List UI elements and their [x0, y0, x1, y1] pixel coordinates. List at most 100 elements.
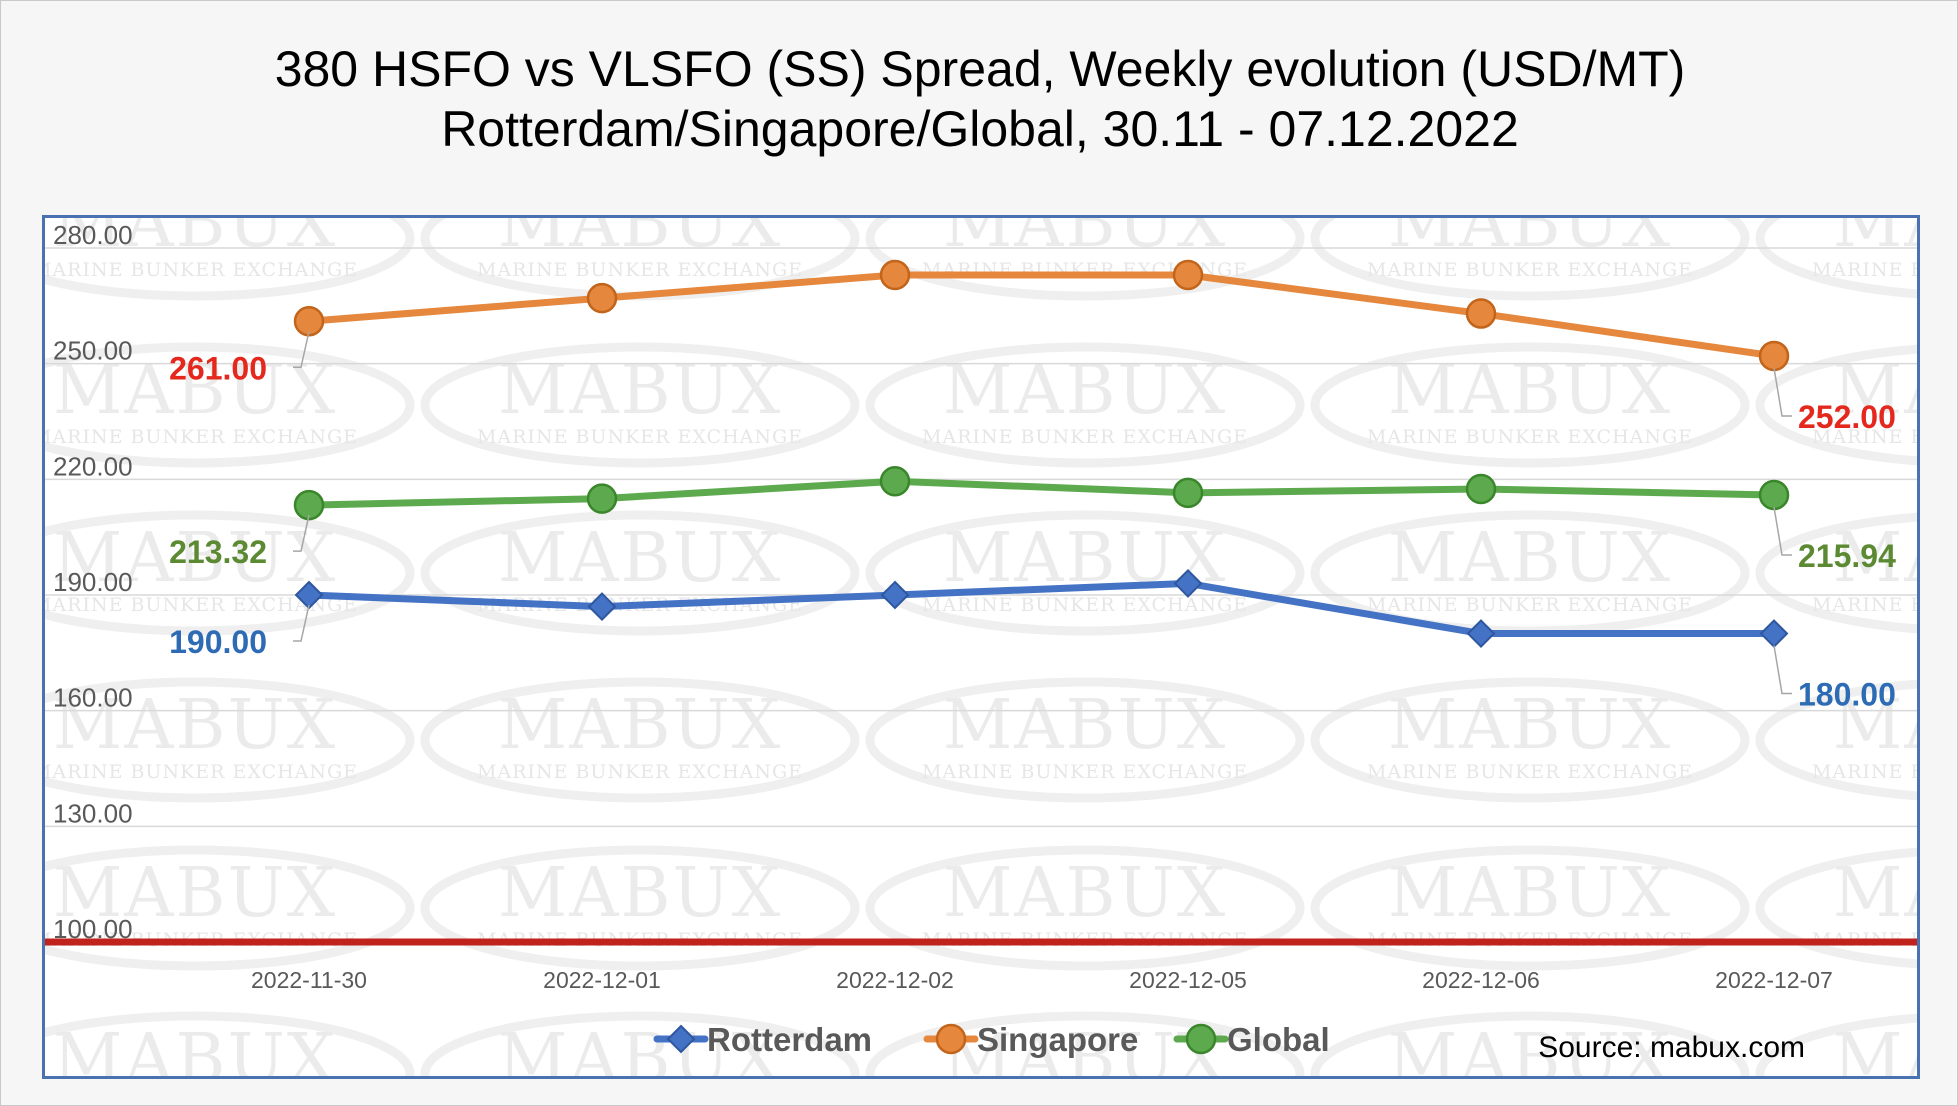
watermark-brand: MABUX [1388, 686, 1672, 765]
data-label-global: 215.94 [1798, 538, 1896, 574]
watermark-subtitle: MARINE BUNKER EXCHANGE [1367, 259, 1693, 281]
data-label-leader [293, 604, 310, 642]
watermark-brand: MABUX [1833, 854, 1917, 933]
watermark-subtitle: MARINE BUNKER EXCHANGE [477, 259, 803, 281]
y-tick-label: 220.00 [53, 451, 133, 481]
watermark-swoosh [865, 342, 1305, 468]
legend-marker-rotterdam [666, 1024, 696, 1054]
watermark-subtitle: MARINE BUNKER EXCHANGE [1367, 594, 1693, 616]
series-global: 213.32 215.94 [169, 466, 1896, 574]
watermark-brand: MABUX [943, 218, 1227, 263]
data-label-rotterdam: 190.00 [169, 624, 267, 660]
watermark-brand: MABUX [943, 351, 1227, 430]
data-point-rotterdam [1466, 619, 1496, 648]
watermark-swoosh [865, 1011, 1305, 1076]
watermark-swoosh [1755, 1013, 1917, 1076]
data-label-singapore: 252.00 [1798, 399, 1896, 435]
x-tick-label: 2022-12-01 [543, 967, 661, 993]
watermark-brand: MABUX [1833, 686, 1917, 765]
watermark-swoosh [420, 845, 860, 971]
data-point-global [1758, 479, 1790, 511]
watermark-brand: MABUX [1388, 351, 1672, 430]
watermark-brand: MABUX [943, 1020, 1227, 1076]
watermark-brand: MABUX [498, 1020, 782, 1076]
x-tick-label: 2022-12-06 [1422, 967, 1540, 993]
x-tick-label: 2022-12-02 [836, 967, 954, 993]
watermark-swoosh [45, 218, 415, 301]
watermark-swoosh [1755, 218, 1917, 299]
watermark-swoosh [1310, 342, 1750, 468]
watermark-subtitle: MARINE BUNKER EXCHANGE [45, 761, 358, 783]
source-label: Source: mabux.com [1538, 1031, 1805, 1064]
watermark-swoosh [1755, 344, 1917, 466]
watermark-swoosh [1755, 679, 1917, 801]
data-point-rotterdam [1759, 619, 1789, 648]
watermark-swoosh [865, 218, 1305, 301]
watermark-brand: MABUX [498, 218, 782, 263]
watermark-brand: MABUX [1833, 1020, 1917, 1076]
watermark-brand: MABUX [498, 854, 782, 933]
watermark-swoosh [45, 342, 415, 468]
data-point-singapore [1758, 340, 1790, 372]
chart-frame: MABUX MARINE BUNKER EXCHANGE MABUX MARINE B… [42, 215, 1920, 1079]
watermark-subtitle: MARINE BUNKER EXCHANGE [1812, 594, 1917, 616]
data-label-leader [293, 514, 310, 552]
watermark-brand: MABUX [943, 686, 1227, 765]
chart-title: 380 HSFO vs VLSFO (SS) Spread, Weekly ev… [1, 39, 1958, 159]
x-tick-label: 2022-11-30 [251, 967, 367, 993]
chart-title-line2: Rotterdam/Singapore/Global, 30.11 - 07.1… [441, 101, 1519, 157]
watermark-brand: MABUX [1388, 218, 1672, 263]
watermark-swoosh [45, 845, 415, 971]
watermark-brand: MABUX [53, 519, 337, 598]
watermark-brand: MABUX [1388, 519, 1672, 598]
watermark-brand: MABUX [943, 854, 1227, 933]
watermark-subtitle: MARINE BUNKER EXCHANGE [1367, 426, 1693, 448]
y-tick-label: 130.00 [53, 798, 133, 828]
watermark-brand: MABUX [1388, 1020, 1672, 1076]
watermark-subtitle: MARINE BUNKER EXCHANGE [922, 594, 1248, 616]
watermark-swoosh [420, 342, 860, 468]
series-singapore: 261.00 252.00 [169, 259, 1896, 435]
data-point-singapore [1465, 298, 1497, 329]
data-label-leader [293, 331, 310, 369]
x-tick-label: 2022-12-07 [1715, 967, 1833, 993]
data-point-global [1172, 477, 1204, 509]
data-point-singapore [586, 282, 618, 314]
series-line-singapore [305, 271, 1778, 360]
chart-legend: Rotterdam Singapore Global [653, 1021, 1330, 1058]
watermark-subtitle: MARINE BUNKER EXCHANGE [477, 761, 803, 783]
watermark-subtitle: MARINE BUNKER EXCHANGE [1812, 426, 1917, 448]
legend-label-global: Global [1227, 1021, 1330, 1058]
watermark-subtitle: MARINE BUNKER EXCHANGE [45, 426, 358, 448]
watermark-subtitle: MARINE BUNKER EXCHANGE [477, 426, 803, 448]
x-axis-labels: 2022-11-30 2022-12-01 2022-12-02 2022-12-05… [251, 967, 1833, 993]
y-tick-label: 280.00 [53, 220, 133, 250]
watermark-brand: MABUX [53, 1020, 337, 1076]
watermark-subtitle: MARINE BUNKER EXCHANGE [1812, 761, 1917, 783]
data-label-global: 213.32 [169, 534, 267, 570]
watermark-brand: MABUX [53, 686, 337, 765]
data-point-global [586, 483, 618, 514]
y-tick-label: 160.00 [53, 683, 133, 713]
chart-title-line1: 380 HSFO vs VLSFO (SS) Spread, Weekly ev… [274, 41, 1686, 97]
watermark-subtitle: MARINE BUNKER EXCHANGE [922, 761, 1248, 783]
data-point-singapore [1172, 259, 1204, 291]
watermark-swoosh [420, 1011, 860, 1076]
watermark-swoosh [45, 1011, 415, 1076]
watermark-swoosh [865, 510, 1305, 636]
watermark-swoosh [865, 677, 1305, 803]
watermark-swoosh [1755, 847, 1917, 969]
series-line-global [305, 477, 1778, 509]
watermark-brand: MABUX [53, 218, 337, 263]
watermark-swoosh [420, 510, 860, 636]
watermark-brand: MABUX [1833, 218, 1917, 263]
watermark-brand: MABUX [498, 519, 782, 598]
watermark-brand: MABUX [1833, 519, 1917, 598]
data-point-global [879, 466, 911, 497]
legend-marker-singapore [935, 1023, 967, 1055]
watermark-subtitle: MARINE BUNKER EXCHANGE [1367, 761, 1693, 783]
data-label-leader [1773, 506, 1792, 556]
watermark-swoosh [45, 677, 415, 803]
